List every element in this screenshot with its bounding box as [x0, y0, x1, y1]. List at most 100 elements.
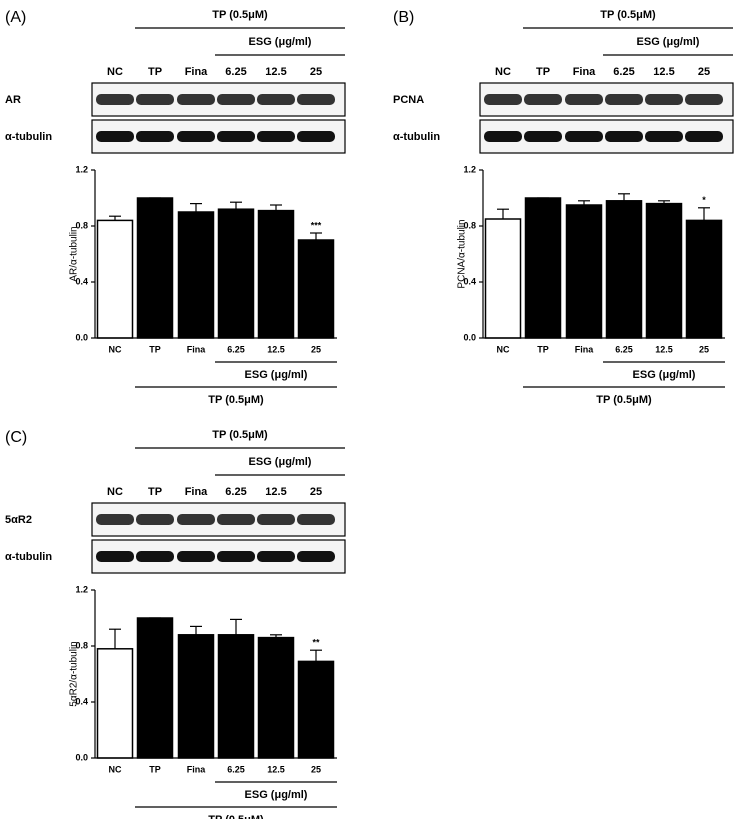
lane-label: 12.5: [265, 66, 286, 78]
x-tick-label: TP: [149, 344, 161, 354]
lane-label: 6.25: [225, 486, 246, 498]
lane-label: 25: [310, 66, 322, 78]
y-tick-label: 0.8: [463, 220, 476, 230]
blot-band: [484, 131, 522, 142]
bar: [565, 204, 603, 339]
panel: (B) TP (0.5μM) ESG (μg/ml) NC TP Fina 6.25 12.5…: [393, 9, 734, 406]
bar: [136, 197, 174, 339]
bar: [484, 218, 522, 339]
blot-band: [96, 514, 134, 525]
y-tick-label: 0.8: [75, 220, 88, 230]
blot-band: [177, 131, 215, 142]
lane-label: Fina: [185, 486, 208, 498]
bar: [257, 636, 295, 759]
blot-band: [605, 94, 643, 105]
significance: *: [702, 195, 706, 205]
blot-band: [177, 551, 215, 562]
x-tick-label: NC: [109, 344, 122, 354]
blot-label: PCNA: [393, 94, 424, 106]
lane-label: TP: [148, 66, 162, 78]
bottom-header: TP (0.5μM): [208, 814, 264, 819]
lane-label: 12.5: [653, 66, 674, 78]
lane-label: Fina: [573, 66, 596, 78]
subheader: ESG (μg/ml): [249, 36, 312, 48]
blot-band: [257, 551, 295, 562]
blot-band: [565, 94, 603, 105]
lane-label: NC: [107, 486, 123, 498]
x-tick-label: Fina: [187, 344, 206, 354]
y-tick-label: 1.2: [75, 584, 88, 594]
lane-label: 25: [698, 66, 710, 78]
x-tick-label: 25: [311, 344, 321, 354]
x-tick-label: TP: [149, 764, 161, 774]
blot-label: α-tubulin: [5, 131, 52, 143]
x-tick-label: 6.25: [227, 764, 245, 774]
blot-band: [96, 551, 134, 562]
blot-band: [297, 514, 335, 525]
bar: [257, 209, 295, 339]
blot-band: [645, 94, 683, 105]
x-tick-label: 6.25: [615, 344, 633, 354]
lane-label: TP: [148, 486, 162, 498]
bottom-subheader: ESG (μg/ml): [633, 369, 696, 381]
blot-band: [136, 94, 174, 105]
blot-band: [484, 94, 522, 105]
header: TP (0.5μM): [600, 9, 656, 21]
bottom-header: TP (0.5μM): [596, 394, 652, 406]
lane-label: NC: [107, 66, 123, 78]
y-tick-label: 1.2: [463, 164, 476, 174]
y-tick-label: 0.0: [75, 752, 88, 762]
x-tick-label: TP: [537, 344, 549, 354]
bar: [96, 648, 134, 759]
blot-band: [565, 131, 603, 142]
x-tick-label: NC: [497, 344, 510, 354]
y-tick-label: 0.4: [463, 276, 476, 286]
blot-band: [177, 514, 215, 525]
blot-band: [257, 131, 295, 142]
blot-band: [217, 131, 255, 142]
blot-band: [685, 94, 723, 105]
blot-band: [524, 94, 562, 105]
bottom-subheader: ESG (μg/ml): [245, 789, 308, 801]
x-tick-label: 12.5: [267, 344, 285, 354]
blot-band: [257, 514, 295, 525]
bar: [177, 634, 215, 759]
bar: [605, 200, 643, 339]
blot-band: [136, 131, 174, 142]
panel-label: (A): [5, 9, 26, 26]
x-tick-label: 25: [311, 764, 321, 774]
blot-band: [685, 131, 723, 142]
bar: [217, 208, 255, 339]
bar: [685, 219, 723, 339]
bar: [645, 202, 683, 339]
blot-band: [96, 94, 134, 105]
lane-label: 6.25: [225, 66, 246, 78]
panel-label: (B): [393, 9, 414, 26]
subheader: ESG (μg/ml): [249, 456, 312, 468]
bar: [297, 660, 335, 759]
y-axis-label: 5αR2/α-tubulin: [69, 641, 80, 706]
bottom-header: TP (0.5μM): [208, 394, 264, 406]
significance: **: [312, 638, 320, 648]
blot-label: 5αR2: [5, 514, 32, 526]
blot-band: [96, 131, 134, 142]
y-axis-label: PCNA/α-tubulin: [457, 219, 468, 288]
bar: [217, 634, 255, 759]
x-tick-label: 12.5: [267, 764, 285, 774]
y-axis-label: AR/α-tubulin: [69, 226, 80, 281]
header: TP (0.5μM): [212, 429, 268, 441]
blot-band: [177, 94, 215, 105]
x-tick-label: 25: [699, 344, 709, 354]
x-tick-label: NC: [109, 764, 122, 774]
lane-label: NC: [495, 66, 511, 78]
y-tick-label: 0.4: [75, 696, 88, 706]
y-tick-label: 0.0: [75, 332, 88, 342]
blot-band: [297, 551, 335, 562]
bar: [297, 239, 335, 339]
bar: [524, 197, 562, 339]
panel-label: (C): [5, 429, 27, 446]
blot-label: AR: [5, 94, 21, 106]
lane-label: TP: [536, 66, 550, 78]
blot-label: α-tubulin: [393, 131, 440, 143]
bar: [96, 219, 134, 339]
